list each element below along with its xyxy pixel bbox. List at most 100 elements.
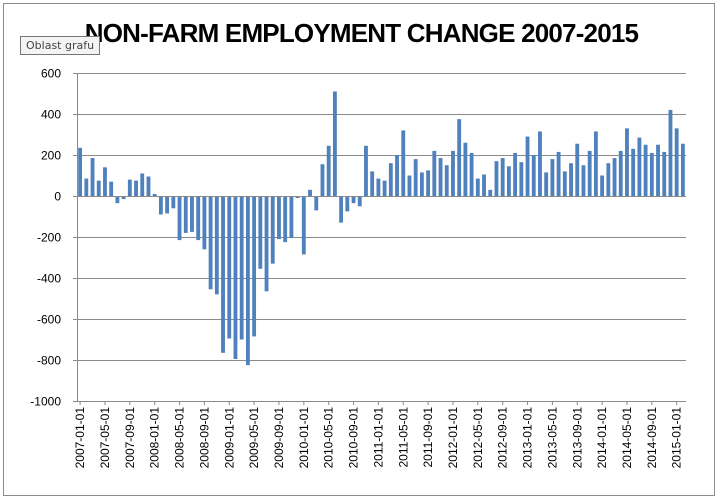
bar xyxy=(140,173,145,196)
bar xyxy=(96,180,101,197)
bar xyxy=(606,163,611,196)
bar xyxy=(146,176,151,196)
x-tick-label: 2012-05-01 xyxy=(471,407,485,469)
bar xyxy=(662,151,667,196)
bar xyxy=(556,151,561,196)
bar xyxy=(301,196,306,255)
x-tick-label: 2008-05-01 xyxy=(173,407,187,469)
bar xyxy=(332,91,337,196)
bar xyxy=(506,166,511,196)
bar xyxy=(252,196,257,337)
bar xyxy=(326,145,331,196)
chart-title: NON-FARM EMPLOYMENT CHANGE 2007-2015 xyxy=(84,18,639,48)
bar xyxy=(202,196,207,250)
chart-area[interactable] xyxy=(3,3,715,496)
bar xyxy=(668,109,673,196)
x-tick-label: 2007-05-01 xyxy=(98,407,112,469)
x-tick-label: 2011-01-01 xyxy=(371,407,385,468)
x-tick-label: 2008-01-01 xyxy=(148,407,162,469)
bar xyxy=(320,164,325,196)
bar xyxy=(649,152,654,196)
bar xyxy=(581,165,586,196)
bar xyxy=(444,165,449,196)
x-tick-label: 2014-05-01 xyxy=(620,407,634,469)
bar xyxy=(264,196,269,292)
x-tick-label: 2011-09-01 xyxy=(421,407,435,468)
bar xyxy=(388,163,393,196)
chart-area-tooltip: Oblast grafu xyxy=(20,36,101,55)
y-tick-label: 200 xyxy=(41,149,61,163)
bar xyxy=(289,196,294,239)
bar xyxy=(84,178,89,196)
bar xyxy=(544,172,549,196)
y-tick-label: -200 xyxy=(37,231,61,245)
x-tick-label: 2013-09-01 xyxy=(570,407,584,469)
bar xyxy=(183,196,188,233)
bar xyxy=(513,152,518,196)
bar xyxy=(308,189,312,196)
y-tick-label: -400 xyxy=(37,272,61,286)
bar xyxy=(227,196,232,339)
bar xyxy=(395,155,399,196)
x-tick-label: 2007-01-01 xyxy=(73,407,87,469)
bar xyxy=(364,145,368,196)
bar xyxy=(171,196,176,209)
bar xyxy=(283,196,288,243)
bar xyxy=(625,128,629,196)
bar xyxy=(575,143,580,196)
bar xyxy=(631,148,636,196)
bar xyxy=(376,178,381,196)
bar xyxy=(500,158,505,196)
bar xyxy=(78,147,83,196)
y-tick-label: -600 xyxy=(37,313,61,327)
bar xyxy=(245,196,250,366)
bar xyxy=(519,162,524,196)
x-tick-label: 2009-01-01 xyxy=(222,407,236,469)
y-tick-label: -1000 xyxy=(30,395,61,409)
bar xyxy=(413,159,418,196)
bar xyxy=(451,150,455,196)
x-tick-label: 2009-05-01 xyxy=(247,407,261,469)
bar xyxy=(239,196,244,340)
bar xyxy=(190,196,194,232)
bar xyxy=(109,181,114,196)
x-tick-label: 2010-05-01 xyxy=(322,407,336,469)
x-tick-label: 2010-01-01 xyxy=(297,407,311,469)
bar xyxy=(221,196,225,353)
x-tick-label: 2013-05-01 xyxy=(545,407,559,469)
bar xyxy=(426,170,431,197)
bar xyxy=(482,174,486,196)
y-tick-label: -800 xyxy=(37,354,61,368)
bar xyxy=(612,158,617,196)
bar xyxy=(177,196,182,241)
x-tick-label: 2015-01-01 xyxy=(670,407,684,469)
x-tick-label: 2010-09-01 xyxy=(347,407,361,469)
bar xyxy=(196,196,201,241)
x-tick-label: 2012-01-01 xyxy=(446,407,460,469)
bar xyxy=(382,180,387,197)
x-tick-label: 2007-09-01 xyxy=(123,407,137,469)
y-tick-label: 400 xyxy=(41,108,61,122)
x-tick-label: 2011-05-01 xyxy=(396,407,410,468)
bar xyxy=(419,172,424,196)
bar xyxy=(407,175,412,196)
bar xyxy=(270,196,275,264)
bar xyxy=(432,150,437,196)
bar xyxy=(488,189,493,196)
bar xyxy=(127,179,132,196)
bar xyxy=(258,196,263,269)
bar xyxy=(469,152,474,196)
bar xyxy=(680,143,685,196)
x-tick-label: 2012-09-01 xyxy=(496,407,510,469)
bar xyxy=(134,180,138,197)
bar xyxy=(152,193,157,196)
bar xyxy=(277,196,281,240)
bar xyxy=(351,196,356,204)
bar xyxy=(531,155,536,196)
bar xyxy=(370,171,375,196)
bar xyxy=(103,167,107,196)
y-tick-label: 600 xyxy=(41,67,61,81)
x-tick-label: 2009-09-01 xyxy=(272,407,286,469)
bar xyxy=(674,128,679,196)
bar xyxy=(401,130,406,196)
